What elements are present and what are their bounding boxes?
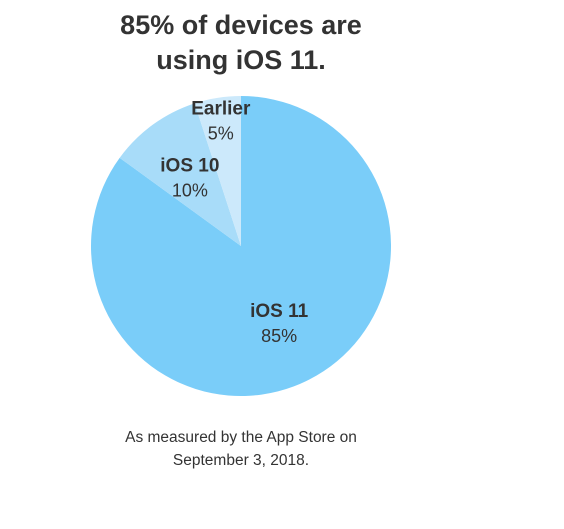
slice-value-ios-11: 85% bbox=[261, 326, 297, 346]
footnote-line-2: September 3, 2018. bbox=[172, 452, 310, 469]
slice-label-earlier: Earlier bbox=[191, 99, 251, 120]
slice-value-ios-10: 10% bbox=[172, 181, 208, 201]
chart-title: 85% of devices are using iOS 11. bbox=[0, 8, 482, 78]
chart-footnote: As measured by the App Store on Septembe… bbox=[0, 426, 482, 472]
slice-label-ios-10: iOS 10 bbox=[160, 156, 219, 177]
slice-label-ios-11: iOS 11 bbox=[250, 301, 309, 322]
slice-value-earlier: 5% bbox=[208, 124, 234, 144]
pie-slice-ios-10 bbox=[119, 103, 241, 246]
chart-title-line-2: using iOS 11. bbox=[156, 45, 326, 75]
footnote-line-1: As measured by the App Store on bbox=[125, 429, 357, 446]
pie-slices bbox=[90, 96, 391, 396]
pie-slice-earlier bbox=[194, 96, 241, 246]
pie-labels: iOS 11 85% iOS 10 10% Earlier 5% bbox=[160, 99, 308, 346]
chart-title-line-1: 85% of devices are bbox=[120, 10, 362, 40]
pie-slice-ios-11 bbox=[90, 96, 391, 396]
